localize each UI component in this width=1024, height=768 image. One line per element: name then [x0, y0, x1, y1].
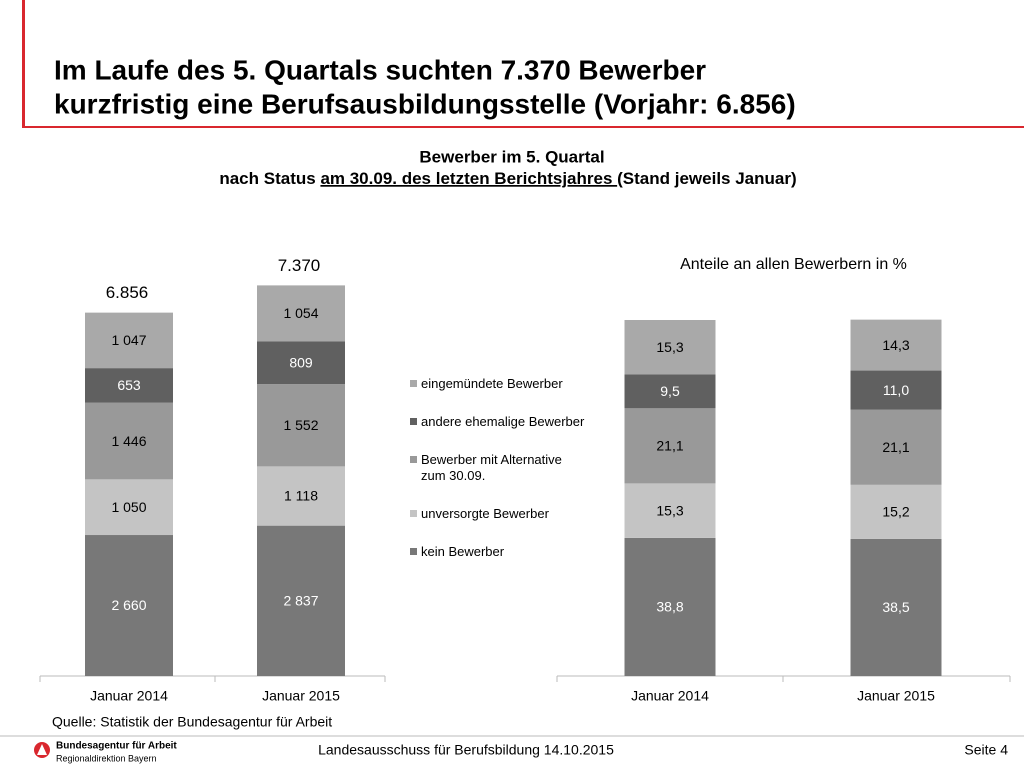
legend-swatch: [410, 456, 417, 463]
legend-swatch: [410, 380, 417, 387]
legend-label: kein Bewerber: [421, 544, 505, 559]
bar-segment: [850, 319, 942, 371]
data-label: 9,5: [660, 383, 680, 399]
data-label: 809: [289, 354, 313, 370]
bar-segment: [257, 341, 345, 385]
data-label: 21,1: [656, 438, 683, 454]
chart-title: Anteile an allen Bewerbern in %: [680, 256, 907, 273]
legend-label: unversorgte Bewerber: [421, 506, 549, 521]
legend-label: Bewerber mit Alternative zum 30.09.: [421, 452, 562, 483]
legend-item: Bewerber mit Alternative zum 30.09.: [410, 452, 585, 484]
page-number: Seite 4: [964, 742, 1008, 758]
x-tick-label: Januar 2014: [90, 688, 168, 704]
footer-text: Landesausschuss für Berufsbildung 14.10.…: [318, 742, 614, 758]
bar-segment: [624, 537, 716, 676]
legend: eingemündete Bewerber andere ehemalige Be…: [410, 376, 585, 582]
legend-label: eingemündete Bewerber: [421, 376, 563, 391]
legend-item: andere ehemalige Bewerber: [410, 414, 585, 430]
bar-segment: [85, 479, 173, 536]
logo-icon: [37, 744, 47, 755]
x-tick-label: Januar 2014: [631, 688, 709, 704]
title: kurzfristig eine Berufsausbildungsstelle…: [54, 88, 796, 119]
bar-segment: [85, 312, 173, 369]
logo-text: Regionaldirektion Bayern: [56, 753, 157, 763]
title-rule: [22, 126, 1024, 128]
bar-segment: [850, 538, 942, 676]
bar-segment: [257, 285, 345, 342]
data-label: 1 050: [111, 499, 146, 515]
data-label: 1 118: [284, 488, 318, 504]
legend-swatch: [410, 548, 417, 555]
data-label: 1 552: [283, 417, 318, 433]
legend-swatch: [410, 418, 417, 425]
title: Im Laufe des 5. Quartals suchten 7.370 B…: [54, 54, 706, 85]
data-label: 1 054: [283, 305, 318, 321]
bar-segment: [624, 320, 716, 375]
chart-heading: Bewerber im 5. Quartal: [419, 147, 604, 166]
data-label: 1 446: [111, 433, 146, 449]
chart-heading: nach Status am 30.09. des letzten Berich…: [219, 169, 796, 188]
bar-segment: [257, 525, 345, 676]
x-tick-label: Januar 2015: [857, 688, 935, 704]
heading-part: (Stand jeweils Januar): [617, 169, 797, 188]
accent-bar: [22, 0, 25, 128]
bar-segment: [850, 409, 942, 485]
legend-item: kein Bewerber: [410, 544, 585, 560]
source: Quelle: Statistik der Bundesagentur für …: [52, 714, 332, 730]
data-label: 15,3: [656, 502, 683, 518]
data-label: 15,3: [656, 339, 683, 355]
bar-segment: [850, 370, 942, 410]
bar-segment: [624, 374, 716, 409]
data-label: 38,5: [882, 599, 909, 615]
total-label: 7.370: [278, 256, 321, 275]
bar-segment: [257, 466, 345, 526]
data-label: 2 660: [111, 597, 146, 613]
legend-item: eingemündete Bewerber: [410, 376, 585, 392]
data-label: 11,0: [883, 382, 909, 398]
data-label: 21,1: [882, 439, 909, 455]
bar-segment: [850, 484, 942, 539]
data-label: 14,3: [882, 337, 909, 353]
heading-part: am 30.09. des letzten Berichtsjahres: [320, 169, 617, 188]
data-label: 2 837: [283, 593, 318, 609]
bar-segment: [257, 384, 345, 467]
bar-segment: [85, 535, 173, 676]
data-label: 38,8: [656, 599, 683, 615]
legend-item: unversorgte Bewerber: [410, 506, 585, 522]
bar-segment: [624, 483, 716, 538]
bar-segment: [85, 402, 173, 480]
bar-segment: [624, 408, 716, 484]
legend-label: andere ehemalige Bewerber: [421, 414, 585, 429]
total-label: 6.856: [106, 283, 149, 302]
legend-swatch: [410, 510, 417, 517]
x-tick-label: Januar 2015: [262, 688, 340, 704]
data-label: 1 047: [111, 332, 146, 348]
data-label: 15,2: [882, 504, 909, 520]
heading-part: nach Status: [219, 169, 320, 188]
bar-segment: [85, 368, 173, 403]
data-label: 653: [117, 377, 141, 393]
logo-text: Bundesagentur für Arbeit: [56, 741, 177, 752]
